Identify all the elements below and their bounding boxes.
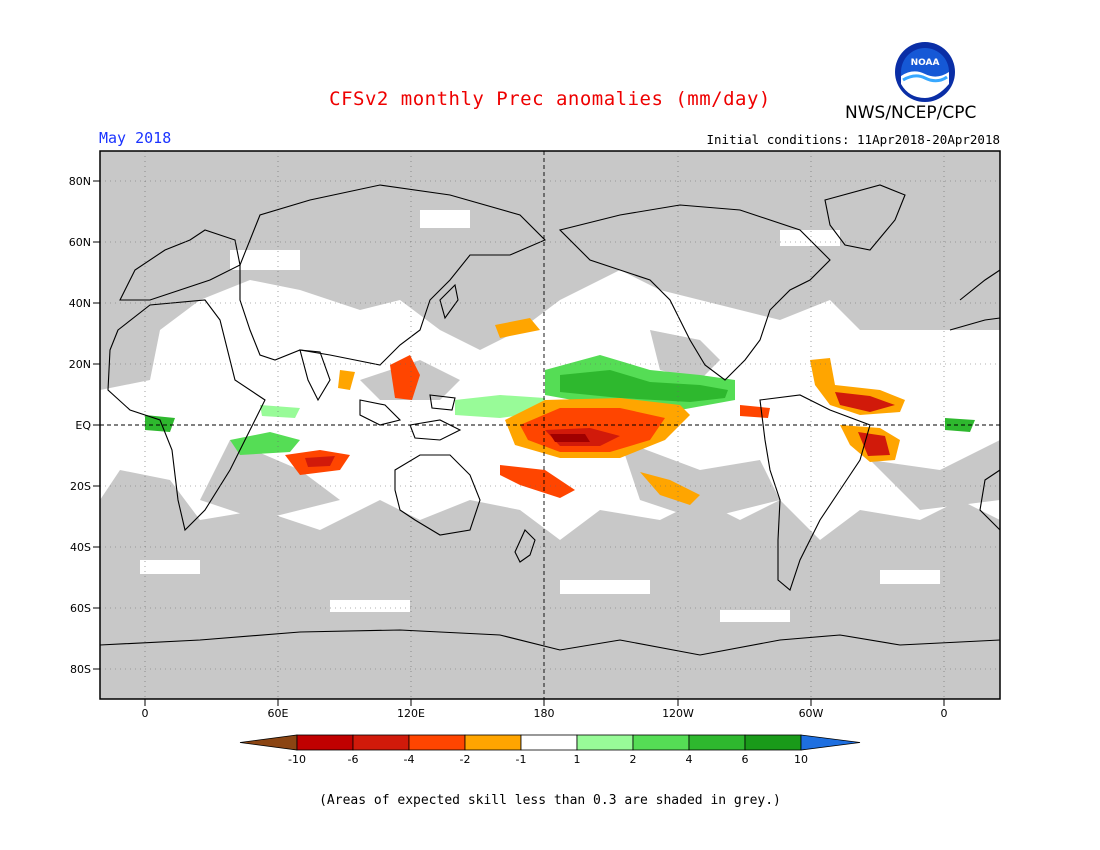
colorbar-label: 6: [742, 753, 749, 766]
lon-label: 60E: [268, 707, 289, 720]
colorbar: -10 -6 -4 -2 -1 1 2 4 6 10: [239, 734, 861, 766]
negative-anomalies: [285, 318, 905, 505]
colorbar-arrow-high: [800, 734, 861, 751]
lat-label: 60N: [69, 236, 91, 249]
low-skill-mask: [100, 151, 1000, 699]
lat-label: 80N: [69, 175, 91, 188]
lat-label: 40S: [70, 541, 91, 554]
lon-label: 0: [941, 707, 948, 720]
lon-label: 0: [142, 707, 149, 720]
mask-gaps: [140, 210, 940, 622]
colorbar-swatch: [296, 734, 354, 751]
agency-label: NWS/NCEP/CPC: [845, 103, 977, 123]
colorbar-label: 1: [574, 753, 581, 766]
colorbar-label: -6: [348, 753, 359, 766]
colorbar-swatch: [408, 734, 466, 751]
colorbar-arrow-low: [239, 734, 298, 751]
colorbar-swatch: [576, 734, 634, 751]
lat-label: 20S: [70, 480, 91, 493]
lon-labels: 0 60E 120E 180 120W 60W 0: [142, 707, 948, 720]
lat-label: 40N: [69, 297, 91, 310]
colorbar-label: -2: [460, 753, 471, 766]
colorbar-label: 10: [794, 753, 808, 766]
colorbar-swatch: [688, 734, 746, 751]
lat-label: EQ: [75, 419, 91, 432]
noaa-logo: NOAA: [895, 42, 955, 102]
initial-conditions: Initial conditions: 11Apr2018-20Apr2018: [706, 132, 1001, 147]
lat-label: 20N: [69, 358, 91, 371]
lat-labels: 80N 60N 40N 20N EQ 20S 40S 60S 80S: [69, 175, 92, 676]
colorbar-swatch: [632, 734, 690, 751]
coastlines: [99, 184, 1001, 656]
colorbar-swatch: [464, 734, 522, 751]
precip-anomaly-map: 80N 60N 40N 20N EQ 20S 40S 60S 80S 0 60E…: [69, 150, 1001, 720]
colorbar-swatch: [744, 734, 802, 751]
lon-label: 180: [534, 707, 555, 720]
colorbar-label: 2: [630, 753, 637, 766]
colorbar-label: -10: [288, 753, 306, 766]
forecast-period: May 2018: [99, 129, 172, 147]
lon-label: 120E: [397, 707, 425, 720]
noaa-logo-text: NOAA: [911, 58, 940, 68]
colorbar-swatch: [520, 734, 578, 751]
colorbar-swatch: [352, 734, 410, 751]
tick-marks: [93, 180, 945, 706]
lon-label: 60W: [799, 707, 824, 720]
colorbar-label: -1: [516, 753, 527, 766]
colorbar-label: 4: [686, 753, 693, 766]
skill-footnote: (Areas of expected skill less than 0.3 a…: [319, 793, 781, 808]
lat-label: 60S: [70, 602, 91, 615]
lat-label: 80S: [70, 663, 91, 676]
grid: [100, 151, 1000, 699]
colorbar-label: -4: [404, 753, 415, 766]
lon-label: 120W: [662, 707, 694, 720]
map-title: CFSv2 monthly Prec anomalies (mm/day): [329, 88, 771, 110]
